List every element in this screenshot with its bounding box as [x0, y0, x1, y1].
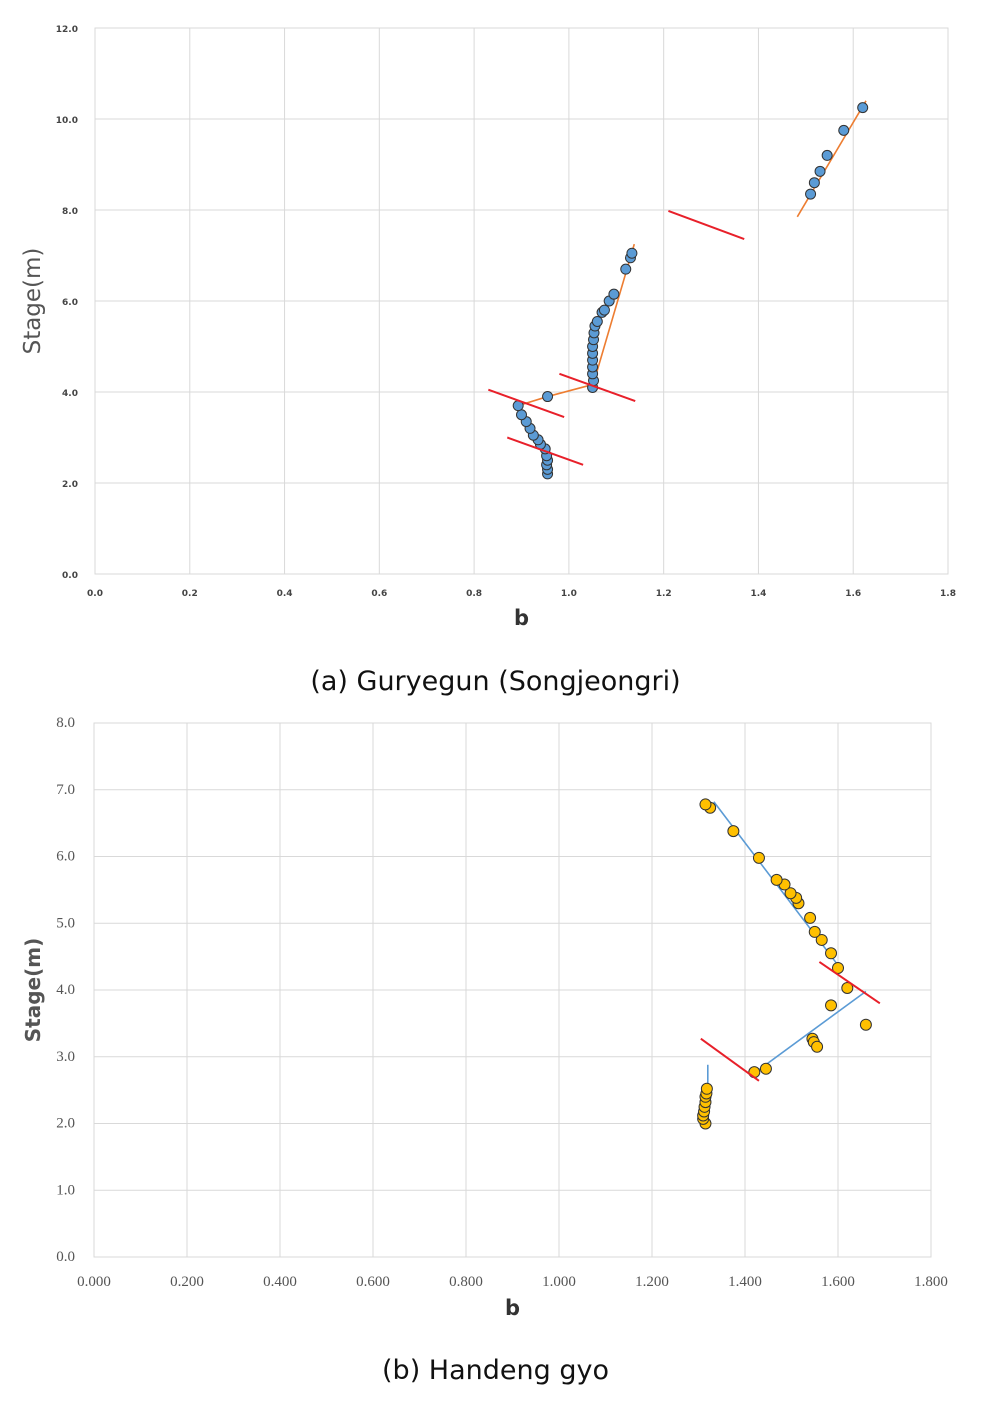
data-point [784, 887, 797, 900]
x-tick-label: 1.600 [821, 1274, 855, 1290]
chart-a-svg: 0.0 0.2 0.4 0.6 0.8 1.0 1.2 1.4 1.6 1.8 0.0 2.0 4.0 6… [20, 25, 956, 630]
data-point [727, 825, 740, 838]
data-point [804, 911, 817, 924]
x-tick-label: 0.200 [170, 1274, 204, 1290]
break-line [559, 372, 636, 403]
break-line [668, 209, 745, 241]
y-tick-label: 2.0 [56, 1116, 75, 1132]
y-tick-label: 8.0 [56, 715, 75, 731]
y-tick-label: 4.0 [56, 982, 75, 998]
chart-b-svg: 0.000 0.200 0.400 0.600 0.800 1.000 1.200 1.400… [21, 715, 948, 1320]
y-tick-label: 10.0 [56, 116, 78, 126]
data-point [700, 1082, 713, 1095]
data-point [841, 981, 854, 994]
data-point [542, 391, 554, 403]
data-point [808, 177, 820, 189]
data-point [598, 304, 610, 316]
y-tick-label: 0.0 [56, 1249, 75, 1265]
fit-line [547, 384, 591, 398]
data-point [516, 409, 527, 421]
y-tick-label: 5.0 [56, 915, 75, 931]
data-point [748, 1066, 761, 1079]
data-point [770, 873, 783, 886]
y-tick-label: 6.0 [62, 298, 78, 308]
y-axis-label: Stage(m) [20, 248, 46, 355]
chart-a: 0.0 0.2 0.4 0.6 0.8 1.0 1.2 1.4 1.6 1.8 0.0 2.0 4.0 6… [0, 0, 991, 645]
y-tick-label: 2.0 [62, 480, 78, 490]
x-tick-label: 1.400 [728, 1274, 762, 1290]
x-tick-label: 1.2 [656, 589, 672, 599]
y-tick-label: 4.0 [62, 389, 78, 399]
data-point [859, 1018, 872, 1031]
data-point [805, 188, 817, 200]
y-tick-label: 7.0 [56, 782, 75, 798]
y-tick-label: 3.0 [56, 1049, 75, 1065]
x-tick-label: 0.0 [87, 589, 103, 599]
y-tick-label: 8.0 [62, 207, 78, 217]
x-tick-label: 1.4 [750, 589, 766, 599]
fit-line [756, 990, 867, 1073]
break-line [818, 961, 881, 1005]
data-point [825, 947, 838, 960]
chart-a-caption: (a) Guryegun (Songjeongri) [310, 666, 681, 697]
data-point [811, 1040, 824, 1053]
y-tick-label: 1.0 [56, 1182, 75, 1198]
data-point [832, 961, 844, 974]
x-tick-label: 1.6 [845, 589, 861, 599]
x-tick-label: 0.4 [277, 589, 293, 599]
data-point [814, 165, 826, 177]
y-tick-label: 6.0 [56, 849, 75, 865]
x-axis-label: b [505, 1296, 520, 1320]
break-line [506, 436, 584, 466]
data-point [808, 925, 821, 938]
data-point [815, 933, 828, 946]
chart-b: 0.000 0.200 0.400 0.600 0.800 1.000 1.200 1.400… [0, 705, 991, 1325]
x-axis-label: b [514, 606, 529, 630]
data-point [626, 247, 638, 259]
x-tick-label: 0.000 [77, 1274, 111, 1290]
data-point [620, 263, 632, 275]
x-tick-label: 0.600 [356, 1274, 390, 1290]
y-axis-label: Stage(m) [21, 938, 45, 1042]
x-tick-label: 0.400 [263, 1274, 297, 1290]
data-point [608, 288, 620, 300]
x-tick-label: 1.0 [561, 589, 577, 599]
chart-b-caption: (b) Handeng gyo [382, 1355, 609, 1386]
data-point [821, 149, 833, 161]
y-tick-label: 12.0 [56, 25, 78, 35]
x-tick-label: 0.6 [371, 589, 387, 599]
data-point [838, 124, 850, 136]
x-tick-label: 0.800 [449, 1274, 483, 1290]
break-line [700, 1037, 760, 1082]
break-line [487, 388, 565, 418]
data-point [591, 315, 603, 327]
data-point [752, 851, 765, 864]
x-tick-label: 0.2 [182, 589, 198, 599]
data-point [759, 1062, 772, 1075]
data-point [857, 102, 869, 114]
x-tick-label: 1.800 [914, 1274, 948, 1290]
x-tick-label: 0.8 [466, 589, 482, 599]
y-tick-label: 0.0 [62, 571, 78, 581]
data-point [825, 999, 838, 1012]
x-tick-label: 1.000 [542, 1274, 576, 1290]
data-point [699, 798, 712, 811]
x-tick-label: 1.200 [635, 1274, 669, 1290]
x-tick-label: 1.8 [940, 589, 956, 599]
